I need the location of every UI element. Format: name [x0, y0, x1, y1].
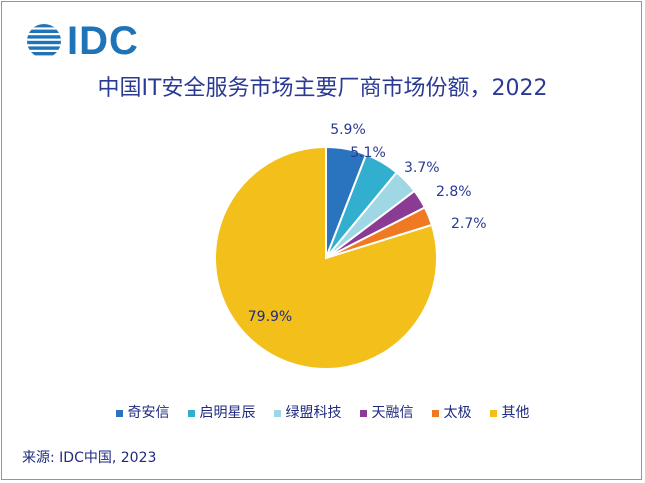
chart-legend: 奇安信 启明星辰 绿盟科技 天融信 太极 其他	[0, 404, 645, 422]
legend-swatch	[431, 409, 439, 417]
slice-label-6: 79.9%	[248, 309, 292, 325]
legend-label: 启明星辰	[199, 405, 256, 421]
legend-item-4: 天融信	[359, 404, 414, 422]
legend-label: 奇安信	[127, 405, 170, 421]
legend-swatch	[489, 409, 497, 417]
idc-logo: IDC	[26, 19, 139, 63]
legend-label: 太极	[443, 405, 472, 421]
legend-swatch	[359, 409, 367, 417]
slice-label-5: 2.7%	[451, 216, 487, 232]
legend-swatch	[187, 409, 195, 417]
logo-text: IDC	[67, 19, 139, 63]
legend-item-5: 太极	[431, 404, 472, 422]
slice-label-4: 2.8%	[436, 184, 472, 200]
slice-label-2: 5.1%	[350, 145, 386, 161]
legend-item-1: 奇安信	[115, 404, 170, 422]
legend-item-2: 启明星辰	[187, 404, 256, 422]
legend-label: 天融信	[371, 405, 414, 421]
legend-item-3: 绿盟科技	[273, 404, 342, 422]
slice-label-1: 5.9%	[330, 122, 366, 138]
globe-icon	[27, 24, 61, 56]
pie-slice-6	[214, 145, 438, 370]
legend-swatch	[273, 409, 281, 417]
chart-title: 中国IT安全服务市场主要厂商市场份额，2022	[97, 76, 548, 101]
legend-label: 绿盟科技	[285, 405, 342, 421]
legend-label: 其他	[501, 405, 530, 421]
slice-label-3: 3.7%	[404, 160, 440, 176]
legend-item-6: 其他	[489, 404, 530, 422]
legend-swatch	[115, 409, 123, 417]
source-note: 来源: IDC中国, 2023	[22, 450, 157, 466]
